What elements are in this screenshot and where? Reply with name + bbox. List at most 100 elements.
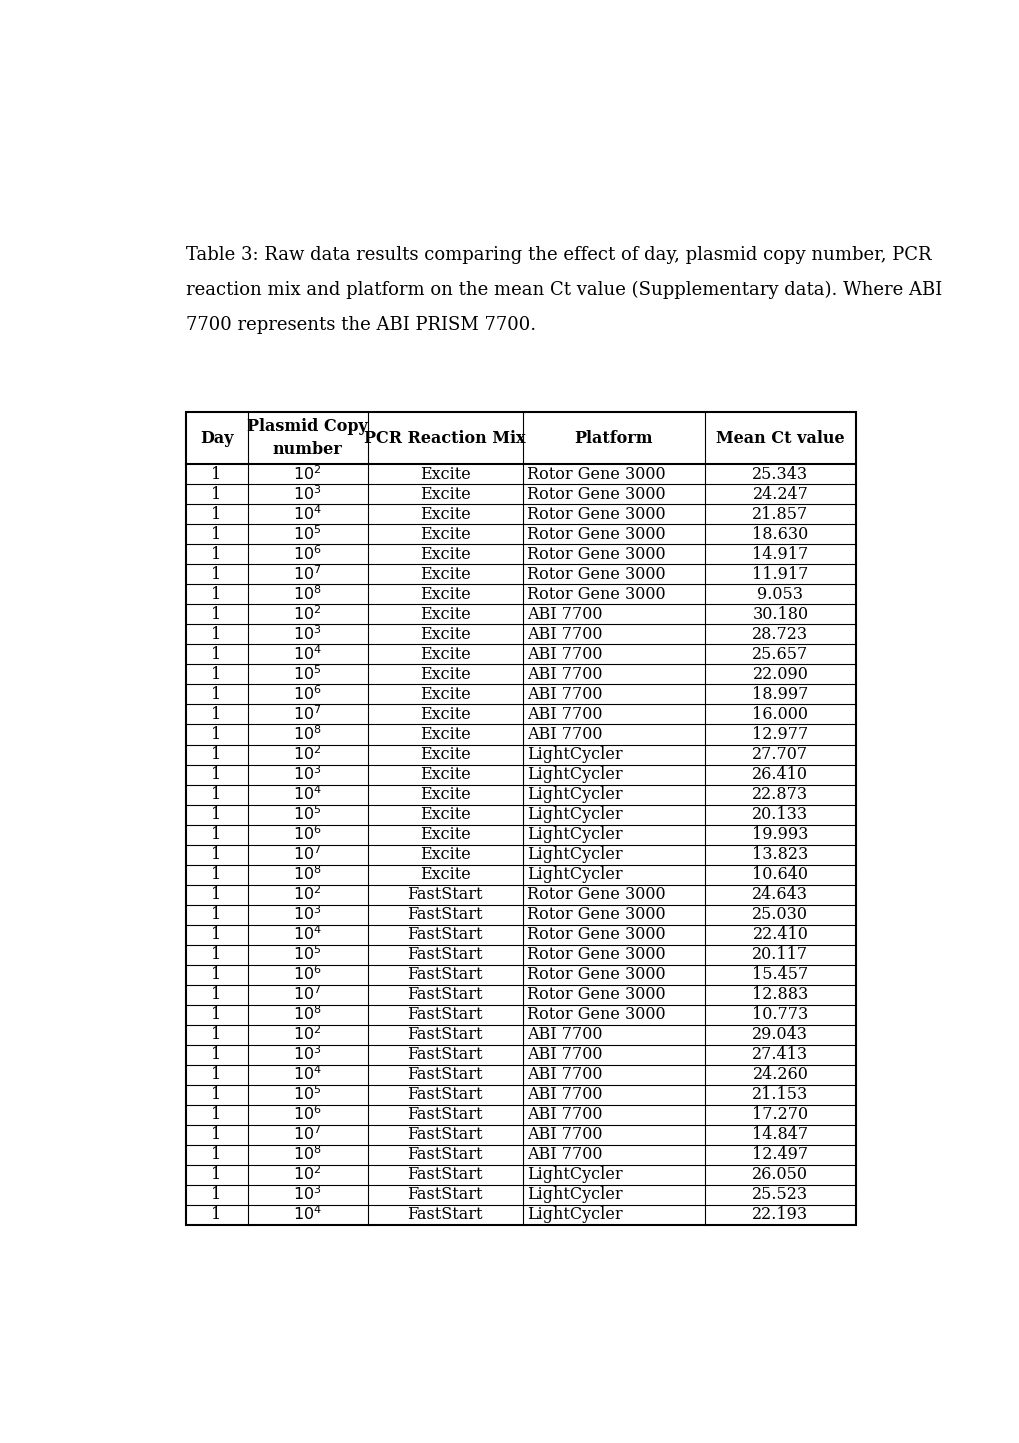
Text: 20.133: 20.133	[752, 807, 808, 823]
Text: 1: 1	[211, 1087, 221, 1104]
Text: FastStart: FastStart	[408, 1066, 483, 1084]
Text: $10^{5}$: $10^{5}$	[293, 525, 322, 544]
Text: Excite: Excite	[420, 706, 470, 723]
Text: 26.050: 26.050	[752, 1166, 808, 1183]
Text: 1: 1	[211, 766, 221, 784]
Text: 1: 1	[211, 786, 221, 804]
Text: Excite: Excite	[420, 626, 470, 644]
Text: Excite: Excite	[420, 766, 470, 784]
Text: $10^{3}$: $10^{3}$	[293, 765, 322, 784]
Text: 10.773: 10.773	[752, 1006, 808, 1023]
Text: Excite: Excite	[420, 566, 470, 583]
Text: Rotor Gene 3000: Rotor Gene 3000	[527, 466, 665, 483]
Text: 1: 1	[211, 626, 221, 644]
Text: ABI 7700: ABI 7700	[527, 646, 602, 662]
Text: 1: 1	[211, 486, 221, 502]
Text: $10^{6}$: $10^{6}$	[293, 825, 322, 844]
Text: 1: 1	[211, 866, 221, 883]
Text: ABI 7700: ABI 7700	[527, 606, 602, 623]
Text: 22.193: 22.193	[752, 1206, 808, 1224]
Text: Excite: Excite	[420, 505, 470, 522]
Text: 1: 1	[211, 967, 221, 983]
Text: $10^{3}$: $10^{3}$	[293, 485, 322, 504]
Text: Rotor Gene 3000: Rotor Gene 3000	[527, 525, 665, 543]
Text: 28.723: 28.723	[752, 626, 808, 644]
Bar	[185, 411, 855, 1225]
Text: $10^{7}$: $10^{7}$	[293, 846, 322, 864]
Text: $10^{3}$: $10^{3}$	[293, 1046, 322, 1063]
Text: 1: 1	[211, 886, 221, 903]
Text: ABI 7700: ABI 7700	[527, 1046, 602, 1063]
Text: Rotor Gene 3000: Rotor Gene 3000	[527, 545, 665, 563]
Text: Day: Day	[200, 430, 233, 446]
Text: Rotor Gene 3000: Rotor Gene 3000	[527, 986, 665, 1003]
Text: Excite: Excite	[420, 746, 470, 763]
Text: FastStart: FastStart	[408, 1046, 483, 1063]
Text: $10^{8}$: $10^{8}$	[293, 584, 322, 603]
Text: 1: 1	[211, 1107, 221, 1123]
Text: PCR Reaction Mix: PCR Reaction Mix	[364, 430, 526, 446]
Text: $10^{7}$: $10^{7}$	[293, 986, 322, 1004]
Text: 1: 1	[211, 1046, 221, 1063]
Text: 10.640: 10.640	[752, 866, 808, 883]
Text: 1: 1	[211, 1026, 221, 1043]
Text: 14.847: 14.847	[752, 1127, 808, 1143]
Text: 29.043: 29.043	[752, 1026, 808, 1043]
Text: 1: 1	[211, 566, 221, 583]
Text: Rotor Gene 3000: Rotor Gene 3000	[527, 566, 665, 583]
Text: 1: 1	[211, 606, 221, 623]
Text: $10^{7}$: $10^{7}$	[293, 566, 322, 583]
Text: $10^{4}$: $10^{4}$	[292, 1205, 322, 1224]
Text: 1: 1	[211, 466, 221, 483]
Text: Excite: Excite	[420, 606, 470, 623]
Text: 15.457: 15.457	[752, 967, 808, 983]
Text: Rotor Gene 3000: Rotor Gene 3000	[527, 906, 665, 924]
Text: Excite: Excite	[420, 685, 470, 703]
Text: 1: 1	[211, 1006, 221, 1023]
Text: 24.247: 24.247	[752, 486, 808, 502]
Text: $10^{8}$: $10^{8}$	[293, 1146, 322, 1165]
Text: 1: 1	[211, 846, 221, 863]
Text: ABI 7700: ABI 7700	[527, 1026, 602, 1043]
Text: 27.413: 27.413	[752, 1046, 808, 1063]
Text: $10^{7}$: $10^{7}$	[293, 1126, 322, 1144]
Text: number: number	[272, 442, 342, 457]
Text: 1: 1	[211, 1166, 221, 1183]
Text: 14.917: 14.917	[752, 545, 808, 563]
Text: LightCycler: LightCycler	[527, 1206, 623, 1224]
Text: $10^{3}$: $10^{3}$	[293, 625, 322, 644]
Text: 1: 1	[211, 825, 221, 843]
Text: $10^{4}$: $10^{4}$	[292, 1065, 322, 1084]
Text: LightCycler: LightCycler	[527, 746, 623, 763]
Text: $10^{5}$: $10^{5}$	[293, 1085, 322, 1104]
Text: Rotor Gene 3000: Rotor Gene 3000	[527, 505, 665, 522]
Text: Rotor Gene 3000: Rotor Gene 3000	[527, 967, 665, 983]
Text: FastStart: FastStart	[408, 1206, 483, 1224]
Text: $10^{4}$: $10^{4}$	[292, 505, 322, 524]
Text: 25.657: 25.657	[752, 646, 808, 662]
Text: Excite: Excite	[420, 525, 470, 543]
Text: FastStart: FastStart	[408, 967, 483, 983]
Text: $10^{2}$: $10^{2}$	[293, 745, 322, 763]
Text: ABI 7700: ABI 7700	[527, 1087, 602, 1104]
Text: ABI 7700: ABI 7700	[527, 685, 602, 703]
Text: 17.270: 17.270	[752, 1107, 808, 1123]
Text: 1: 1	[211, 586, 221, 603]
Text: 1: 1	[211, 706, 221, 723]
Text: LightCycler: LightCycler	[527, 766, 623, 784]
Text: 1: 1	[211, 1146, 221, 1163]
Text: $10^{7}$: $10^{7}$	[293, 706, 322, 724]
Text: $10^{5}$: $10^{5}$	[293, 805, 322, 824]
Text: 26.410: 26.410	[752, 766, 808, 784]
Text: Excite: Excite	[420, 786, 470, 804]
Text: 30.180: 30.180	[752, 606, 808, 623]
Text: 12.977: 12.977	[752, 726, 808, 743]
Text: 21.153: 21.153	[752, 1087, 808, 1104]
Text: 25.030: 25.030	[752, 906, 808, 924]
Text: ABI 7700: ABI 7700	[527, 706, 602, 723]
Text: 27.707: 27.707	[752, 746, 808, 763]
Text: Excite: Excite	[420, 646, 470, 662]
Text: FastStart: FastStart	[408, 947, 483, 964]
Text: 1: 1	[211, 986, 221, 1003]
Text: $10^{4}$: $10^{4}$	[292, 645, 322, 664]
